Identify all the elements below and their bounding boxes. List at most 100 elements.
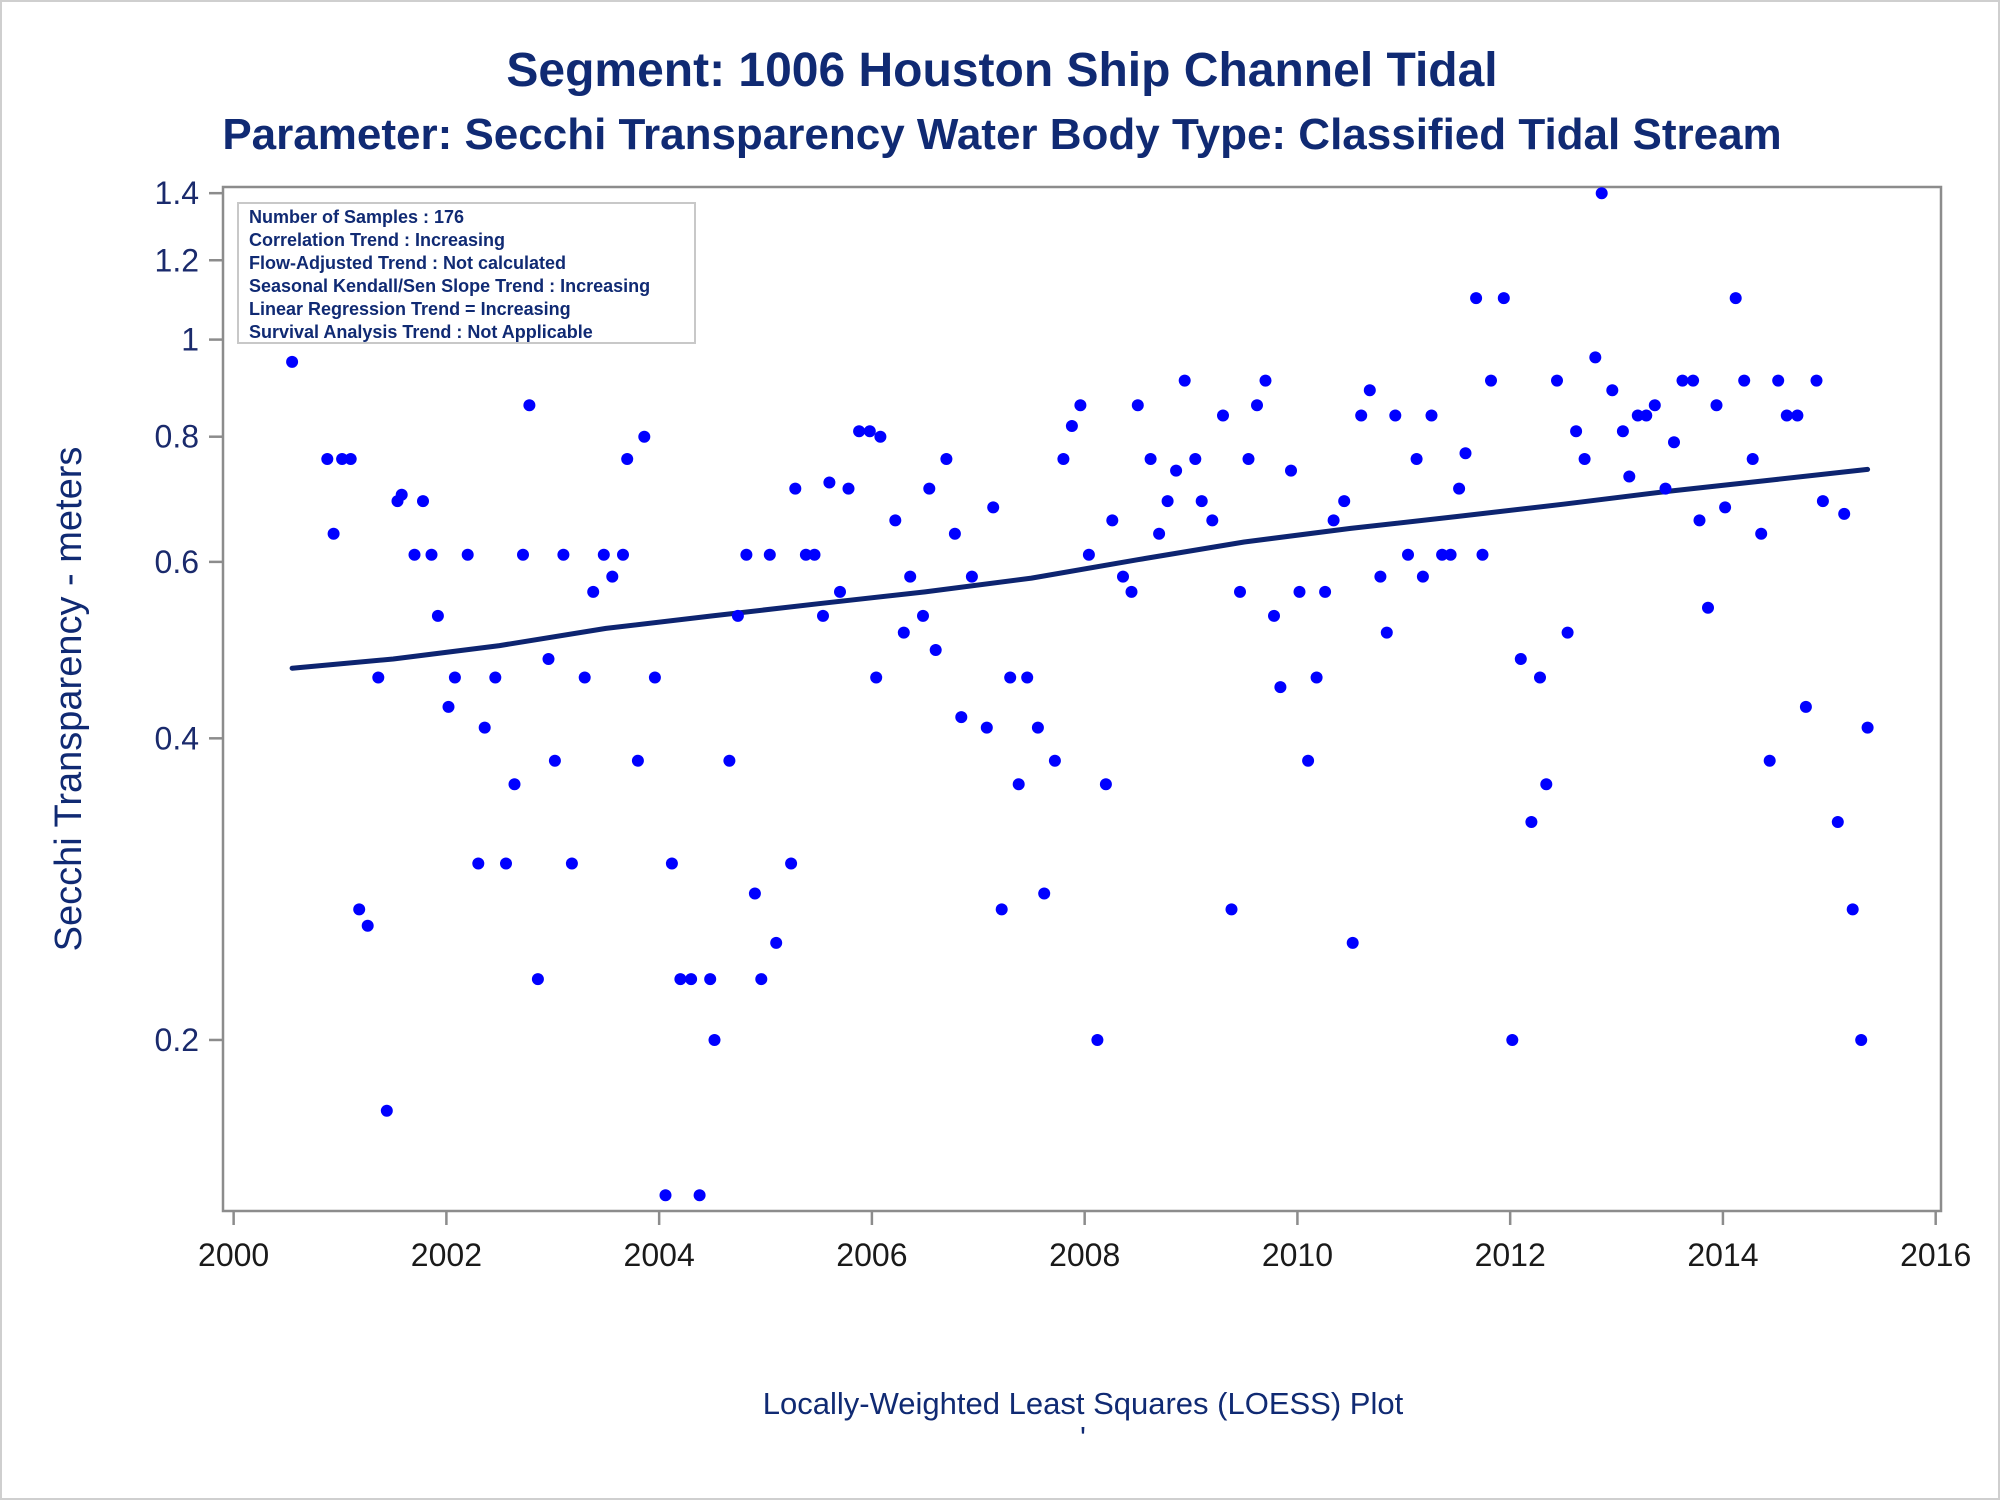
data-point <box>1514 653 1527 665</box>
data-point <box>1106 514 1119 527</box>
data-point <box>631 754 644 767</box>
data-point <box>1302 754 1315 767</box>
data-point <box>1327 514 1340 527</box>
data-point <box>1131 399 1144 412</box>
data-point <box>897 626 910 639</box>
chart-subtitle: Parameter: Secchi Transparency Water Bod… <box>222 110 1781 159</box>
data-point <box>431 609 444 622</box>
data-point <box>638 430 651 443</box>
data-point <box>587 585 600 598</box>
data-point <box>1178 374 1191 387</box>
data-point <box>1540 778 1553 791</box>
loess-trend-line <box>289 466 1871 671</box>
data-point <box>361 919 374 932</box>
data-point <box>578 671 591 684</box>
data-point <box>770 936 783 949</box>
data-point <box>531 973 544 986</box>
data-point <box>1161 495 1174 508</box>
x-axis: 2000 2002 2004 2006 2008 2010 2012 2014 2016 <box>198 1211 1971 1273</box>
data-point <box>1274 681 1287 694</box>
data-point <box>1780 409 1793 422</box>
data-point <box>1117 570 1129 583</box>
data-point <box>704 973 717 986</box>
data-point <box>1436 548 1449 561</box>
data-point <box>1057 453 1070 465</box>
data-point <box>1425 409 1438 422</box>
data-point <box>1623 470 1636 483</box>
data-point <box>789 482 802 495</box>
data-point <box>1497 292 1510 305</box>
trend-line-layer <box>289 466 1871 671</box>
data-point <box>565 857 578 870</box>
data-point <box>597 548 610 561</box>
data-point <box>557 548 570 561</box>
data-point <box>1525 816 1538 828</box>
footnote: Locally-Weighted Least Squares (LOESS) P… <box>763 1386 1404 1421</box>
x-tick-label: 2002 <box>411 1237 482 1273</box>
data-point <box>606 570 619 583</box>
data-point <box>617 548 629 561</box>
data-point <box>965 570 978 583</box>
data-point <box>923 482 936 495</box>
data-point <box>904 570 917 583</box>
inset-line: Survival Analysis Trend : Not Applicable <box>249 322 593 342</box>
data-point <box>1578 453 1591 465</box>
data-point <box>1476 548 1489 561</box>
data-point <box>1772 374 1785 387</box>
data-point <box>1561 626 1574 639</box>
data-point <box>1153 527 1166 540</box>
y-tick-label: 0.8 <box>155 419 199 455</box>
data-point <box>665 857 678 870</box>
data-point <box>523 399 536 412</box>
data-point <box>1668 436 1680 449</box>
data-point <box>799 548 812 561</box>
data-point <box>1729 292 1742 305</box>
data-point <box>1099 778 1112 791</box>
y-tick-label: 1.2 <box>155 242 199 278</box>
y-tick-label: 1.4 <box>155 175 199 211</box>
y-tick-label: 0.2 <box>155 1022 199 1058</box>
data-point <box>1189 453 1202 465</box>
data-point <box>1855 1034 1868 1046</box>
footnote-mark: ' <box>1080 1420 1086 1455</box>
plot-area <box>221 185 1943 1213</box>
y-axis: 0.2 0.4 0.6 0.8 1 1.2 1.4 <box>155 175 223 1058</box>
data-point <box>1659 482 1672 495</box>
data-point <box>1763 754 1776 767</box>
x-tick-label: 2008 <box>1049 1237 1120 1273</box>
data-point <box>336 453 349 465</box>
data-point <box>1416 570 1429 583</box>
data-point <box>755 973 768 986</box>
data-point <box>853 425 866 438</box>
data-point <box>425 548 438 561</box>
data-point <box>1206 514 1219 527</box>
data-point <box>1225 903 1238 916</box>
data-point <box>395 488 408 501</box>
data-point <box>417 495 429 508</box>
inset-line: Seasonal Kendall/Sen Slope Trend : Incre… <box>249 276 650 296</box>
data-point <box>731 609 744 622</box>
data-point <box>321 453 334 465</box>
x-tick-label: 2012 <box>1475 1237 1546 1273</box>
data-point <box>1710 399 1723 412</box>
data-point <box>1217 409 1229 422</box>
data-point <box>995 903 1008 916</box>
data-point <box>1506 1034 1519 1046</box>
data-point <box>1285 464 1297 477</box>
data-point <box>472 857 485 870</box>
data-point <box>1702 601 1714 614</box>
data-point <box>542 653 555 665</box>
data-point <box>685 973 698 986</box>
data-point <box>1031 721 1044 734</box>
data-point <box>353 903 366 916</box>
data-point <box>448 671 461 684</box>
data-point <box>1470 292 1483 305</box>
data-point <box>1444 548 1457 561</box>
data-point <box>748 887 761 900</box>
data-point <box>874 430 887 443</box>
data-point <box>1389 409 1402 422</box>
data-point <box>1234 585 1246 598</box>
data-point <box>1676 374 1689 387</box>
